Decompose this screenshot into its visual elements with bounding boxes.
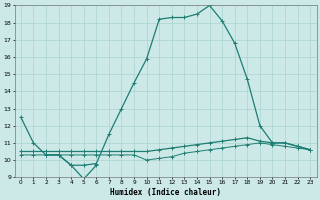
X-axis label: Humidex (Indice chaleur): Humidex (Indice chaleur) [110, 188, 221, 197]
